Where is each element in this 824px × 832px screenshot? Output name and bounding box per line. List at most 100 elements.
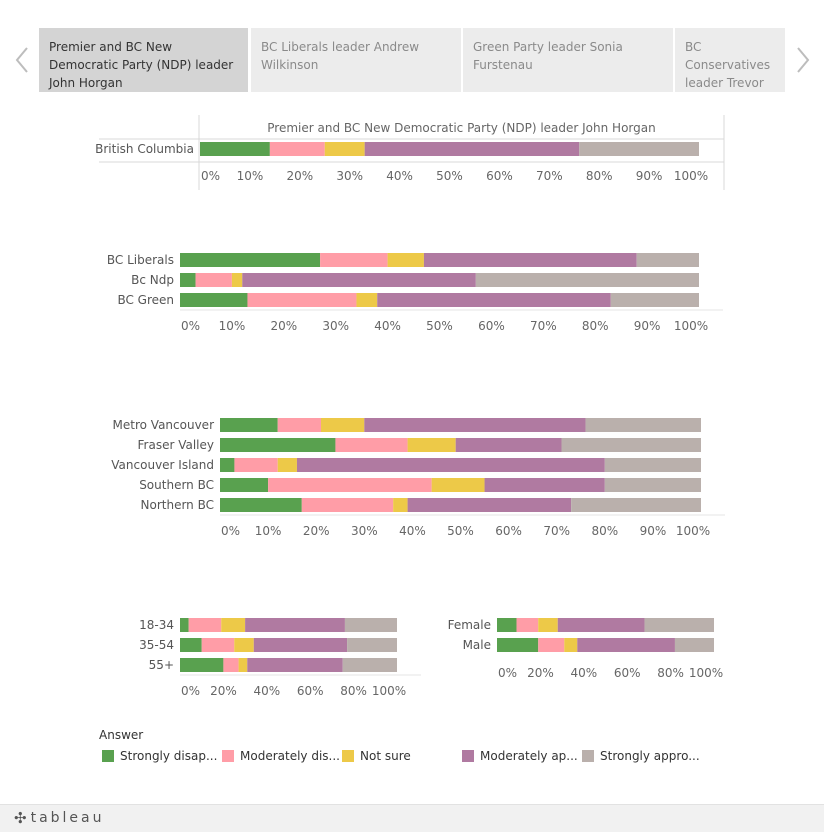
legend-label: Moderately ap... bbox=[480, 749, 578, 763]
bar-segment bbox=[455, 438, 562, 452]
tick-label: 40% bbox=[374, 319, 401, 333]
tick-label: 100% bbox=[674, 319, 708, 333]
bar-segment bbox=[484, 478, 605, 492]
category-label: Male bbox=[463, 638, 491, 652]
tick-label: 50% bbox=[436, 169, 463, 183]
category-label: Northern BC bbox=[141, 498, 215, 512]
bar-segment bbox=[221, 618, 246, 632]
bar-segment bbox=[220, 418, 278, 432]
legend: Answer Strongly disap... Moderately dis.… bbox=[99, 728, 739, 772]
category-label: Fraser Valley bbox=[138, 438, 214, 452]
footer-bar: ✣ tableau bbox=[0, 804, 824, 832]
tick-label: 10% bbox=[219, 319, 246, 333]
bar-segment bbox=[393, 498, 408, 512]
tick-label: 20% bbox=[527, 666, 554, 680]
tick-label: 10% bbox=[237, 169, 264, 183]
legend-item-not-sure[interactable]: Not sure bbox=[342, 749, 411, 763]
tick-label: 30% bbox=[322, 319, 349, 333]
tick-label: 70% bbox=[530, 319, 557, 333]
tick-label: 40% bbox=[570, 666, 597, 680]
bar-segment bbox=[180, 293, 248, 307]
tick-label: 100% bbox=[372, 684, 406, 698]
tick-label: 80% bbox=[657, 666, 684, 680]
legend-item-moderately-disapprove[interactable]: Moderately dis... bbox=[222, 749, 340, 763]
bar-segment bbox=[344, 618, 397, 632]
tab-wilkinson[interactable]: BC Liberals leader Andrew Wilkinson bbox=[251, 28, 461, 92]
tick-label: 0% bbox=[498, 666, 517, 680]
bar-segment bbox=[356, 293, 378, 307]
bar-segment bbox=[180, 253, 321, 267]
bar-segment bbox=[538, 638, 565, 652]
bar-segment bbox=[674, 638, 714, 652]
bar-segment bbox=[516, 618, 539, 632]
tab-next-button[interactable] bbox=[785, 28, 821, 92]
tick-label: 40% bbox=[253, 684, 280, 698]
category-label: Bc Ndp bbox=[131, 273, 174, 287]
bar-segment bbox=[234, 638, 254, 652]
tab-bolin[interactable]: BC Conservatives leader Trevor Bolin bbox=[675, 28, 785, 92]
tab-horgan[interactable]: Premier and BC New Democratic Party (NDP… bbox=[39, 28, 248, 92]
bar-segment bbox=[324, 142, 365, 156]
tableau-logo[interactable]: ✣ tableau bbox=[14, 809, 105, 827]
bar-segment bbox=[636, 253, 699, 267]
tick-label: 10% bbox=[255, 524, 282, 538]
bar-segment bbox=[220, 478, 269, 492]
category-label: Female bbox=[448, 618, 491, 632]
legend-item-moderately-approve[interactable]: Moderately ap... bbox=[462, 749, 578, 763]
bar-segment bbox=[579, 142, 699, 156]
tick-label: 50% bbox=[447, 524, 474, 538]
bar-segment bbox=[364, 418, 586, 432]
legend-label: Strongly appro... bbox=[600, 749, 700, 763]
chart-title: Premier and BC New Democratic Party (NDP… bbox=[267, 121, 655, 135]
bar-segment bbox=[321, 418, 365, 432]
bar-segment bbox=[407, 438, 456, 452]
legend-item-strongly-disapprove[interactable]: Strongly disap... bbox=[102, 749, 217, 763]
bar-segment bbox=[604, 458, 701, 472]
tick-label: 100% bbox=[689, 666, 723, 680]
legend-swatch bbox=[222, 750, 234, 762]
bar-segment bbox=[423, 253, 637, 267]
tick-label: 70% bbox=[543, 524, 570, 538]
bar-segment bbox=[377, 293, 611, 307]
category-label: 18-34 bbox=[139, 618, 174, 632]
category-label: British Columbia bbox=[95, 142, 194, 156]
bar-segment bbox=[301, 498, 394, 512]
bar-segment bbox=[571, 498, 701, 512]
bar-segment bbox=[238, 658, 248, 672]
bar-segment bbox=[610, 293, 699, 307]
legend-swatch bbox=[462, 750, 474, 762]
tab-label: Premier and BC New Democratic Party (NDP… bbox=[49, 40, 234, 90]
bar-segment bbox=[180, 658, 224, 672]
category-label: BC Green bbox=[117, 293, 174, 307]
legend-item-strongly-approve[interactable]: Strongly appro... bbox=[582, 749, 700, 763]
category-label: Vancouver Island bbox=[111, 458, 214, 472]
tick-label: 20% bbox=[270, 319, 297, 333]
legend-swatch bbox=[582, 750, 594, 762]
chevron-left-icon bbox=[15, 47, 28, 73]
bar-segment bbox=[245, 618, 345, 632]
bar-segment bbox=[557, 618, 645, 632]
tick-label: 60% bbox=[478, 319, 505, 333]
tick-label: 20% bbox=[303, 524, 330, 538]
bar-segment bbox=[347, 638, 397, 652]
category-label: 55+ bbox=[149, 658, 174, 672]
bar-segment bbox=[561, 438, 701, 452]
bar-segment bbox=[320, 253, 388, 267]
bar-segment bbox=[497, 638, 539, 652]
tick-label: 90% bbox=[634, 319, 661, 333]
tick-label: 40% bbox=[399, 524, 426, 538]
bar-segment bbox=[497, 618, 517, 632]
tick-label: 30% bbox=[336, 169, 363, 183]
bar-segment bbox=[296, 458, 605, 472]
category-label: Metro Vancouver bbox=[113, 418, 215, 432]
legend-title: Answer bbox=[99, 728, 144, 742]
tab-prev-button[interactable] bbox=[4, 28, 40, 92]
bar-segment bbox=[220, 438, 336, 452]
bar-segment bbox=[277, 458, 297, 472]
tick-label: 60% bbox=[495, 524, 522, 538]
bar-segment bbox=[269, 142, 325, 156]
tab-furstenau[interactable]: Green Party leader Sonia Furstenau bbox=[463, 28, 673, 92]
tick-label: 100% bbox=[674, 169, 708, 183]
tick-label: 20% bbox=[210, 684, 237, 698]
